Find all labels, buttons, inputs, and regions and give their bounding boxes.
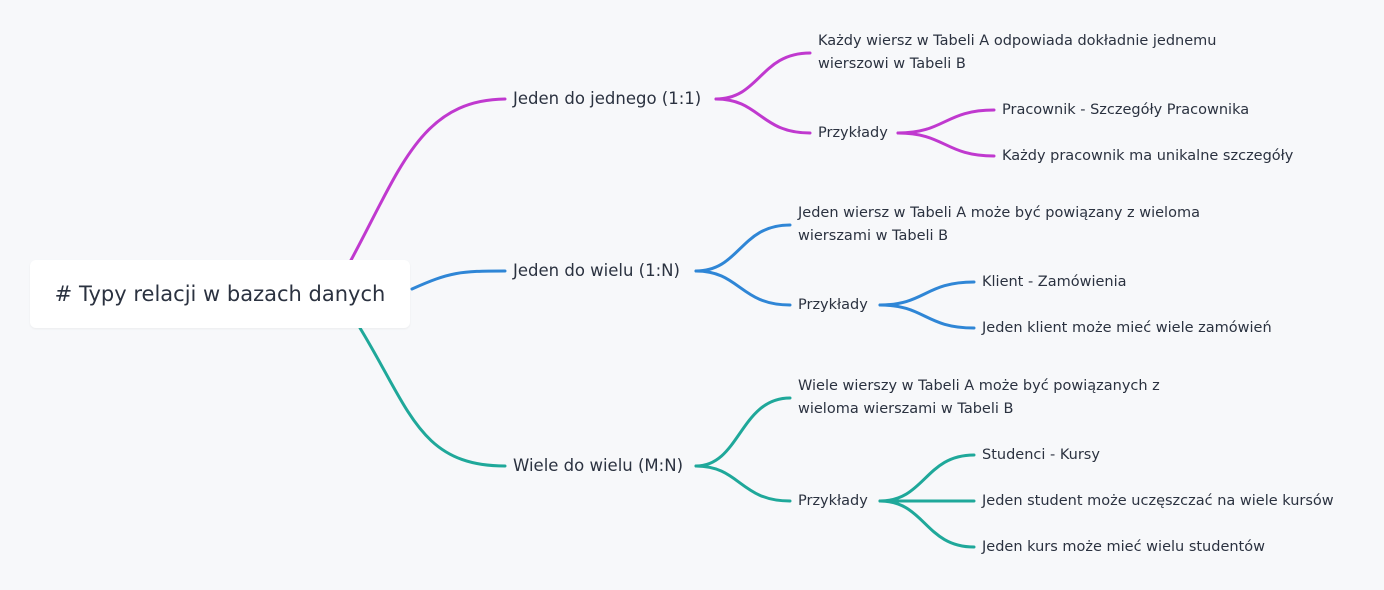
description-line: Każdy wiersz w Tabeli A odpowiada dokład… <box>818 33 1217 49</box>
edge-many-to-many-description <box>694 396 792 468</box>
topic-many-to-many-label: Wiele do wielu (M:N) <box>513 456 684 475</box>
description-line: wierszami w Tabeli B <box>798 228 949 244</box>
topic-one-to-many[interactable]: Jeden do wielu (1:N) <box>513 260 680 282</box>
example-many-to-many-1[interactable]: Studenci - Kursy <box>982 444 1100 467</box>
edge-many-to-many-example-1 <box>878 453 976 503</box>
edge-one-to-one-example-2 <box>896 131 996 158</box>
edge-root-one-to-many <box>410 269 507 291</box>
edge-many-to-many-examples <box>694 464 792 503</box>
description-line: wierszowi w Tabeli B <box>818 56 966 72</box>
description-line: Jeden wiersz w Tabeli A może być powiąza… <box>798 205 1200 221</box>
description-line: Wiele wierszy w Tabeli A może być powiąz… <box>798 378 1160 394</box>
examples-label: Przykłady <box>818 125 888 141</box>
edge-one-to-one-examples <box>714 97 812 135</box>
example-label: Jeden kurs może mieć wielu studentów <box>982 539 1265 555</box>
edge-root-many-to-many <box>358 326 507 468</box>
description-line: wieloma wierszami w Tabeli B <box>798 401 1014 417</box>
topic-many-to-many-description[interactable]: Wiele wierszy w Tabeli A może być powiąz… <box>798 375 1160 421</box>
topic-one-to-many-label: Jeden do wielu (1:N) <box>513 261 680 280</box>
edge-one-to-one-example-1 <box>896 108 996 135</box>
example-label: Pracownik - Szczegóły Pracownika <box>1002 102 1250 118</box>
example-label: Studenci - Kursy <box>982 447 1100 463</box>
example-label: Każdy pracownik ma unikalne szczegóły <box>1002 148 1294 164</box>
example-label: Jeden student może uczęszczać na wiele k… <box>982 493 1334 509</box>
edge-one-to-many-example-2 <box>878 303 976 330</box>
example-many-to-many-3[interactable]: Jeden kurs może mieć wielu studentów <box>982 536 1265 559</box>
examples-label: Przykłady <box>798 493 868 509</box>
root-topic[interactable]: # Typy relacji w bazach danych <box>30 260 410 328</box>
topic-one-to-one-examples[interactable]: Przykłady <box>818 122 888 145</box>
examples-label: Przykłady <box>798 297 868 313</box>
example-one-to-many-2[interactable]: Jeden klient może mieć wiele zamówień <box>982 317 1272 340</box>
example-one-to-many-1[interactable]: Klient - Zamówienia <box>982 271 1127 294</box>
topic-many-to-many[interactable]: Wiele do wielu (M:N) <box>513 455 683 477</box>
topic-one-to-one-label: Jeden do jednego (1:1) <box>513 89 702 108</box>
edge-one-to-one-description <box>714 51 812 101</box>
topic-one-to-many-description[interactable]: Jeden wiersz w Tabeli A może być powiąza… <box>798 202 1200 248</box>
edge-many-to-many-example-3 <box>878 499 976 549</box>
example-many-to-many-2[interactable]: Jeden student może uczęszczać na wiele k… <box>982 490 1334 513</box>
edge-one-to-many-description <box>694 223 792 273</box>
example-label: Klient - Zamówienia <box>982 274 1127 290</box>
example-one-to-one-2[interactable]: Każdy pracownik ma unikalne szczegóły <box>1002 145 1293 168</box>
topic-one-to-one-description[interactable]: Każdy wiersz w Tabeli A odpowiada dokład… <box>818 30 1216 76</box>
example-one-to-one-1[interactable]: Pracownik - Szczegóły Pracownika <box>1002 99 1249 122</box>
edge-root-one-to-one <box>348 97 507 264</box>
example-label: Jeden klient może mieć wiele zamówień <box>982 320 1272 336</box>
topic-one-to-one[interactable]: Jeden do jednego (1:1) <box>513 88 701 110</box>
edge-one-to-many-examples <box>694 269 792 307</box>
topic-one-to-many-examples[interactable]: Przykłady <box>798 294 868 317</box>
topic-many-to-many-examples[interactable]: Przykłady <box>798 490 868 513</box>
edge-one-to-many-example-1 <box>878 280 976 307</box>
root-topic-label: # Typy relacji w bazach danych <box>54 282 386 306</box>
